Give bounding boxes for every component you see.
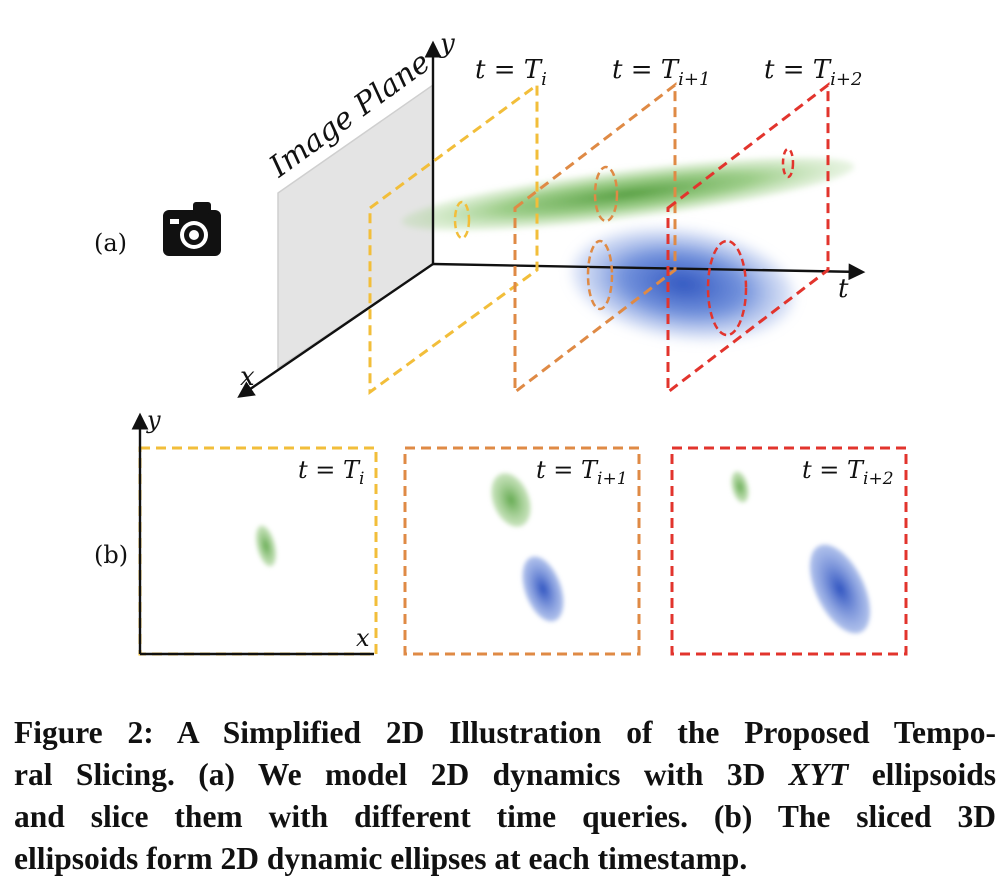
axis-t-3d-label: t — [838, 274, 849, 304]
panel-a-label: (a) — [94, 229, 127, 257]
axis-y-3d-label: y — [439, 29, 455, 59]
slice-ring-blue-ti2 — [706, 239, 748, 337]
caption-line-4: ellipsoids form 2D dynamic ellipses at e… — [14, 841, 748, 876]
caption-line-2-post: ellipsoids — [848, 757, 996, 792]
frame-ti1-label: t = Ti+1 — [536, 456, 628, 489]
panel-b: (b) t = Ti y x t = Ti+1 t = Ti+2 — [94, 406, 908, 656]
axis-x-3d-label: x — [240, 362, 255, 392]
caption-line-2: ral Slicing. (a) We model 2D dynamics wi… — [14, 754, 996, 796]
panel-b-label: (b) — [94, 541, 128, 569]
slice-ring-green-ti — [453, 200, 471, 240]
caption-math-xyt: XYT — [788, 757, 849, 792]
slice-label-ti: t = Ti — [475, 55, 547, 90]
slice-label-ti1: t = Ti+1 — [612, 55, 710, 90]
frame-ti-green-ellipse — [255, 525, 277, 567]
axis-t-3d — [432, 262, 866, 281]
slice-ring-green-ti2 — [781, 147, 795, 179]
camera-icon — [163, 202, 221, 256]
caption-line-1: Figure 2: A Simplified 2D Illustration o… — [14, 715, 996, 750]
slice-plane-ti1 — [513, 81, 677, 396]
frame-ti1-blue-ellipse — [522, 556, 564, 622]
figure-caption: Figure 2: A Simplified 2D Illustration o… — [14, 712, 998, 880]
slice-ring-blue-ti1 — [586, 239, 614, 311]
caption-line-3: and slice them with different time queri… — [14, 799, 996, 834]
axis-y-2d-label: y — [146, 406, 161, 434]
frame-ti-label: t = Ti — [298, 456, 364, 489]
frame-ti: t = Ti — [138, 446, 378, 656]
frame-ti1: t = Ti+1 — [403, 446, 641, 656]
slice-plane-ti — [368, 82, 539, 395]
slice-plane-ti2 — [666, 81, 830, 396]
panel-a: (a) Image Plane y t x — [94, 29, 866, 398]
frame-ti2-blue-ellipse — [809, 544, 871, 634]
slice-label-ti2: t = Ti+2 — [764, 55, 862, 90]
blue-ellipsoid — [571, 228, 795, 340]
frame-ti2-green-ellipse — [731, 471, 749, 503]
axis-x-3d — [237, 263, 434, 398]
frame-ti2: t = Ti+2 — [670, 446, 908, 656]
frame-ti2-label: t = Ti+2 — [802, 456, 894, 489]
axis-x-2d-label: x — [356, 624, 370, 652]
slice-ring-green-ti1 — [593, 165, 619, 223]
caption-line-2-pre: ral Slicing. (a) We model 2D dynamics wi… — [14, 757, 789, 792]
temporal-slicing-figure: (a) Image Plane y t x — [94, 29, 908, 656]
frame-ti1-green-ellipse — [491, 473, 531, 527]
green-ellipsoid — [401, 157, 855, 231]
